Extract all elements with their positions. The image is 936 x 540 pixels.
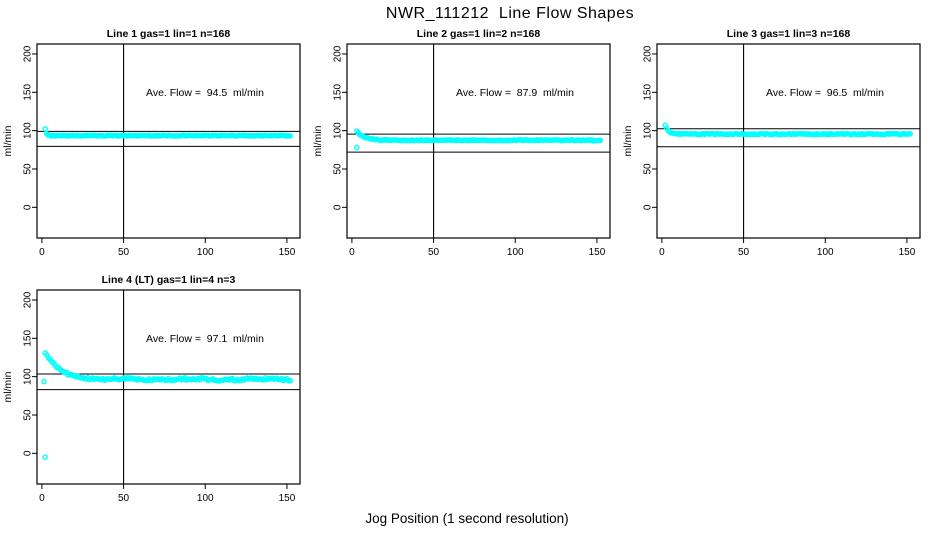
y-tick-label: 200 bbox=[23, 45, 34, 62]
y-tick-label: 100 bbox=[23, 368, 34, 385]
x-tick-label: 0 bbox=[39, 493, 45, 504]
ave-flow-annotation: Ave. Flow = 87.9 ml/min bbox=[456, 87, 574, 99]
y-tick-label: 150 bbox=[23, 330, 34, 347]
y-axis-label: ml/min bbox=[2, 371, 14, 402]
y-tick-label: 0 bbox=[23, 450, 34, 456]
x-tick-label: 150 bbox=[279, 247, 296, 258]
subplot-title: Line 2 gas=1 lin=2 n=168 bbox=[417, 28, 541, 40]
y-tick-label: 200 bbox=[333, 45, 344, 62]
ave-flow-annotation: Ave. Flow = 96.5 ml/min bbox=[766, 87, 884, 99]
y-tick-label: 100 bbox=[23, 122, 34, 139]
y-axis-label: ml/min bbox=[312, 125, 324, 156]
y-tick-label: 150 bbox=[333, 84, 344, 101]
x-tick-label: 100 bbox=[507, 247, 524, 258]
y-tick-label: 0 bbox=[643, 204, 654, 210]
x-tick-label: 0 bbox=[349, 247, 355, 258]
y-tick-label: 200 bbox=[23, 291, 34, 308]
y-tick-label: 100 bbox=[333, 122, 344, 139]
data-point bbox=[41, 378, 47, 385]
x-tick-label: 150 bbox=[589, 247, 606, 258]
x-tick-label: 50 bbox=[118, 493, 130, 504]
y-tick-label: 150 bbox=[643, 84, 654, 101]
data-point bbox=[907, 130, 913, 137]
subplot-title: Line 4 (LT) gas=1 lin=4 n=3 bbox=[102, 274, 236, 286]
y-axis-label: ml/min bbox=[2, 125, 14, 156]
ave-flow-annotation: Ave. Flow = 94.5 ml/min bbox=[146, 87, 264, 99]
y-axis-label: ml/min bbox=[622, 125, 634, 156]
data-point bbox=[354, 144, 360, 151]
y-tick-label: 200 bbox=[643, 45, 654, 62]
y-tick-label: 50 bbox=[23, 409, 34, 421]
y-tick-label: 100 bbox=[643, 122, 654, 139]
y-tick-label: 150 bbox=[23, 84, 34, 101]
x-tick-label: 150 bbox=[899, 247, 916, 258]
figure-title: NWR_111212 Line Flow Shapes bbox=[385, 5, 635, 22]
data-point bbox=[42, 126, 48, 132]
x-tick-label: 100 bbox=[197, 247, 214, 258]
x-tick-label: 150 bbox=[279, 493, 296, 504]
x-tick-label: 0 bbox=[659, 247, 665, 258]
ave-flow-annotation: Ave. Flow = 97.1 ml/min bbox=[146, 333, 264, 345]
plot-box bbox=[656, 43, 921, 239]
y-tick-label: 50 bbox=[643, 163, 654, 175]
x-tick-label: 100 bbox=[197, 493, 214, 504]
data-point bbox=[287, 377, 293, 384]
subplot-title: Line 1 gas=1 lin=1 n=168 bbox=[107, 28, 231, 40]
plot-box bbox=[36, 43, 301, 239]
y-tick-label: 0 bbox=[333, 204, 344, 210]
plot-box bbox=[346, 43, 611, 239]
y-tick-label: 50 bbox=[333, 163, 344, 175]
x-tick-label: 50 bbox=[428, 247, 440, 258]
x-axis-label: Jog Position (1 second resolution) bbox=[365, 511, 569, 526]
y-tick-label: 0 bbox=[23, 204, 34, 210]
x-tick-label: 50 bbox=[118, 247, 130, 258]
y-tick-label: 50 bbox=[23, 163, 34, 175]
data-point bbox=[42, 454, 48, 460]
data-point bbox=[287, 133, 293, 139]
data-point bbox=[597, 137, 603, 144]
subplot-title: Line 3 gas=1 lin=3 n=168 bbox=[727, 28, 851, 40]
x-tick-label: 50 bbox=[738, 247, 750, 258]
plot-box bbox=[36, 289, 301, 485]
x-tick-label: 100 bbox=[817, 247, 834, 258]
x-tick-label: 0 bbox=[39, 247, 45, 258]
